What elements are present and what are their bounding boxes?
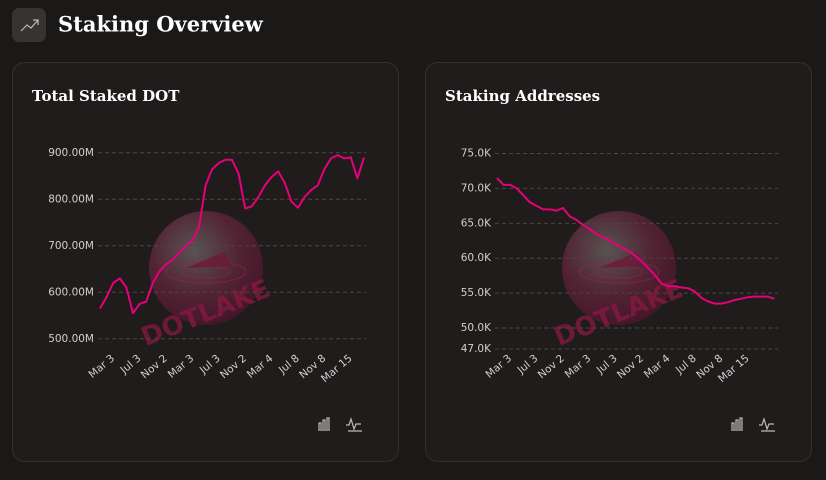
- y-tick-label: 60.0K: [461, 252, 492, 264]
- chart-type-buttons: [316, 416, 776, 432]
- y-tick-label: 900.00M: [48, 147, 94, 159]
- data-line: [496, 177, 775, 305]
- bar-icon: [731, 417, 743, 431]
- trend-icon: [20, 19, 39, 32]
- data-line: [99, 154, 365, 315]
- y-tick-label: 47.0K: [461, 343, 492, 355]
- line-icon: [346, 417, 362, 432]
- y-tick-label: 600.00M: [48, 286, 94, 298]
- watermark-orb: [562, 211, 676, 325]
- header-icon: [12, 8, 46, 42]
- page-title: Staking Overview: [58, 12, 264, 37]
- bar-icon: [318, 417, 330, 431]
- y-tick-label: 65.0K: [461, 217, 492, 229]
- line-icon: [759, 417, 775, 432]
- bar-chart-button[interactable]: [729, 416, 745, 432]
- y-tick-label: 800.00M: [48, 193, 94, 205]
- y-tick-label: 500.00M: [48, 333, 94, 345]
- line-chart-button[interactable]: [758, 416, 776, 432]
- card-title: Total Staked DOT: [32, 87, 180, 105]
- watermark-orb: [149, 211, 263, 325]
- line-chart-button[interactable]: [345, 416, 363, 432]
- bar-chart-button[interactable]: [316, 416, 332, 432]
- watermark-arrow: [186, 252, 232, 268]
- trend-icon-arrow: [33, 19, 39, 25]
- y-tick-label: 75.0K: [461, 147, 492, 159]
- y-tick-label: 70.0K: [461, 182, 492, 194]
- y-tick-label: 50.0K: [461, 322, 492, 334]
- y-tick-label: 700.00M: [48, 240, 94, 252]
- y-tick-label: 55.0K: [461, 287, 492, 299]
- card-title: Staking Addresses: [445, 87, 600, 105]
- watermark-arrow: [599, 252, 645, 268]
